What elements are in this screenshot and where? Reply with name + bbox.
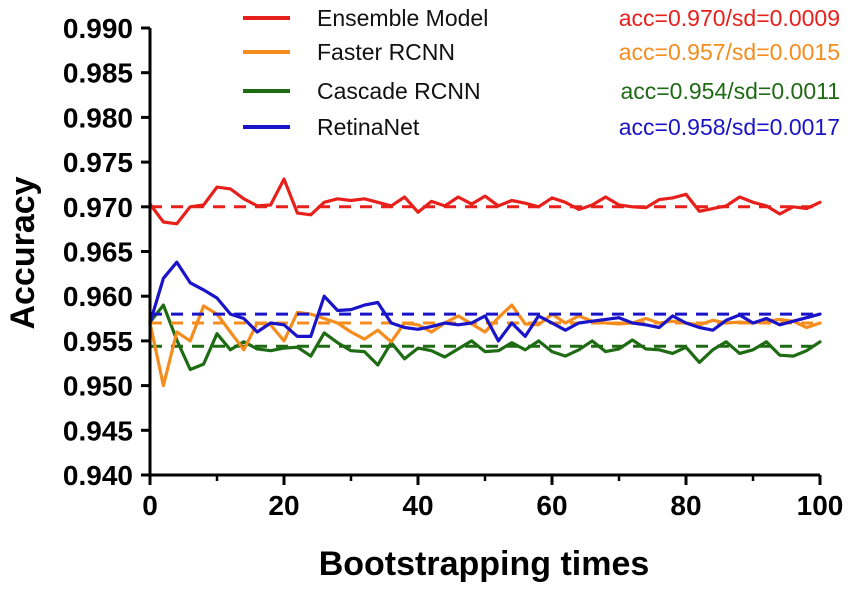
legend-stat-faster-rcnn: acc=0.957/sd=0.0015 bbox=[619, 39, 840, 65]
x-axis-title: Bootstrapping times bbox=[319, 545, 650, 583]
x-tick-label: 40 bbox=[402, 490, 433, 521]
y-tick-label: 0.975 bbox=[63, 147, 133, 178]
legend-stat-retinanet: acc=0.958/sd=0.0017 bbox=[619, 114, 840, 140]
series-line-ensemble-model bbox=[148, 177, 822, 226]
x-tick-label: 60 bbox=[536, 490, 567, 521]
y-tick-label: 0.955 bbox=[63, 326, 133, 357]
series-line-faster-rcnn bbox=[148, 303, 822, 388]
legend-stat-cascade-rcnn: acc=0.954/sd=0.0011 bbox=[620, 78, 840, 104]
x-tick-label: 0 bbox=[142, 490, 158, 521]
y-tick-label: 0.970 bbox=[63, 192, 133, 223]
legend-stat-ensemble-model: acc=0.970/sd=0.0009 bbox=[619, 5, 840, 31]
series-line-retinanet bbox=[148, 260, 822, 343]
y-tick-label: 0.980 bbox=[63, 102, 133, 133]
legend-label-faster-rcnn: Faster RCNN bbox=[317, 39, 455, 65]
legend-label-retinanet: RetinaNet bbox=[317, 114, 420, 140]
x-tick-label: 20 bbox=[268, 490, 299, 521]
legend-label-ensemble-model: Ensemble Model bbox=[317, 5, 488, 31]
x-tick-label: 80 bbox=[670, 490, 701, 521]
y-tick-label: 0.965 bbox=[63, 237, 133, 268]
y-tick-label: 0.950 bbox=[63, 371, 133, 402]
series-line-cascade-rcnn bbox=[148, 303, 822, 372]
y-tick-label: 0.990 bbox=[63, 13, 133, 44]
y-tick-label: 0.940 bbox=[63, 460, 133, 491]
y-axis-title: Accuracy bbox=[4, 176, 42, 329]
y-tick-label: 0.945 bbox=[63, 415, 133, 446]
y-tick-label: 0.960 bbox=[63, 281, 133, 312]
legend-label-cascade-rcnn: Cascade RCNN bbox=[317, 78, 481, 104]
axes: 0.940 0.945 0.950 0.955 0.960 0.965 0.970 0.975… bbox=[63, 13, 843, 521]
x-tick-label: 100 bbox=[797, 490, 844, 521]
y-tick-label: 0.985 bbox=[63, 58, 133, 89]
legend: Ensemble Model acc=0.970/sd=0.0009 Faster … bbox=[243, 5, 840, 140]
plot-lines bbox=[148, 177, 822, 388]
